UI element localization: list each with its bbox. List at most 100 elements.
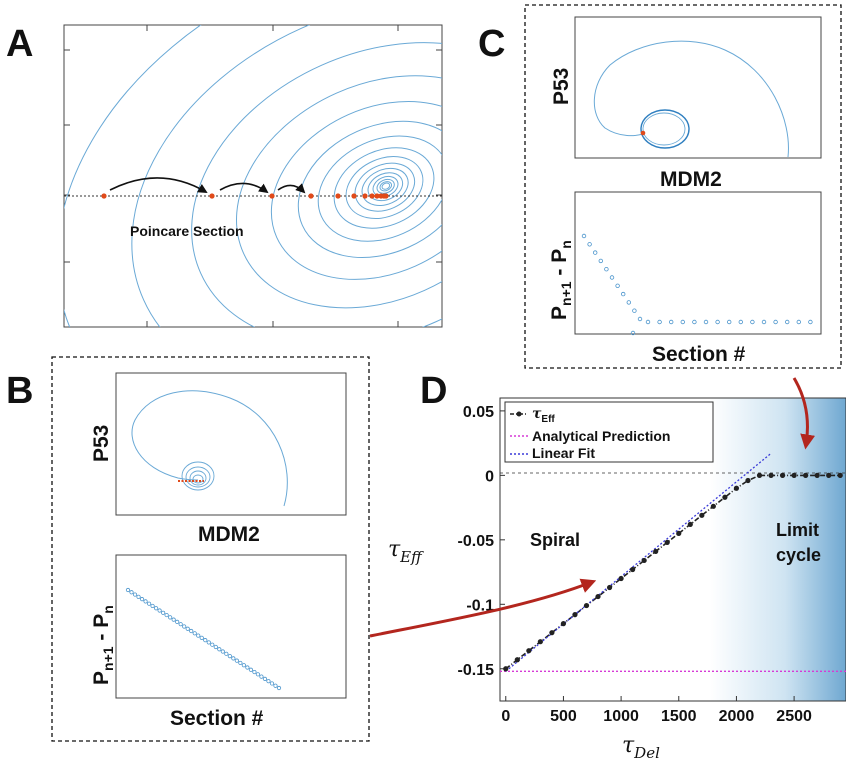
tau-eff-point xyxy=(803,472,809,478)
poincare-crossings xyxy=(101,193,389,199)
section-diff-point xyxy=(632,308,637,313)
panel-d-ylabel: τEff xyxy=(388,537,424,566)
x-tick-label: 0 xyxy=(501,708,510,725)
section-diff-point xyxy=(255,672,261,677)
section-diff-point xyxy=(615,283,620,288)
section-diff-point xyxy=(796,319,801,325)
panel-a-label: A xyxy=(6,23,33,65)
section-diff-point xyxy=(146,601,152,606)
poincare-section-label: Poincare Section xyxy=(130,223,244,239)
section-diff-point xyxy=(630,330,636,336)
panel-c: C P53 MDM2 Pn+1 - Pn Section # xyxy=(478,4,842,369)
panel-b-diff-ylabel: Pn+1 - Pn xyxy=(90,605,116,685)
crossing-point xyxy=(351,193,357,199)
tau-eff-point xyxy=(583,602,590,609)
crossing-point xyxy=(362,193,368,199)
section-diff-point xyxy=(182,624,187,629)
y-tick-label: -0.05 xyxy=(458,533,495,550)
panel-c-diff-axes xyxy=(574,191,822,335)
section-diff-point xyxy=(262,676,268,681)
section-diff-point xyxy=(715,319,720,325)
tau-eff-point xyxy=(514,657,520,663)
trajectory-loop xyxy=(345,156,424,219)
section-diff-point xyxy=(234,658,239,663)
section-diff-point xyxy=(199,635,204,640)
tau-eff-point xyxy=(837,472,843,478)
panel-d-series xyxy=(500,452,846,672)
panel-a-axes xyxy=(63,24,443,328)
crossing-point xyxy=(383,193,389,199)
trajectory-loop xyxy=(297,120,442,258)
connector-arrows xyxy=(369,377,816,638)
trajectory-loop xyxy=(131,25,442,327)
section-diff-point xyxy=(175,619,180,625)
crossing-point xyxy=(209,193,215,199)
tau-eff-point xyxy=(664,539,670,546)
trajectory-loop xyxy=(236,75,442,309)
tau-eff-point xyxy=(595,593,601,600)
section-diff-point xyxy=(196,633,201,638)
legend-marker-tau-eff xyxy=(516,411,522,417)
tau-eff-point xyxy=(710,503,716,509)
panel-b-phase-trajectory xyxy=(131,390,288,507)
tau-eff-point xyxy=(779,472,786,478)
section-diff-point xyxy=(213,644,218,650)
legend-box xyxy=(504,401,714,463)
section-diff-point xyxy=(581,233,587,239)
tau-eff-point xyxy=(537,639,543,645)
y-tick-label: -0.15 xyxy=(458,662,495,679)
trajectory-loop xyxy=(270,100,442,280)
series-line-linear-fit xyxy=(505,452,772,672)
section-diff-point xyxy=(206,640,211,645)
tau-eff-point xyxy=(526,648,532,654)
panel-b-diff-axes xyxy=(115,554,347,699)
panel-c-label: C xyxy=(478,23,505,65)
trajectory-loop xyxy=(333,147,435,229)
tau-eff-point xyxy=(733,485,740,491)
section-diff-point xyxy=(761,319,767,325)
region-spiral-label: Spiral xyxy=(530,530,580,550)
section-diff-point xyxy=(185,626,190,631)
panel-b-diff-points xyxy=(125,587,282,691)
section-diff-point xyxy=(657,319,662,325)
arrow-b-to-spiral xyxy=(369,578,597,638)
panel-d-ticks: 0 500 1000 1500 2000 2500 0.05 0 -0.05 -0.1 -0.15 xyxy=(458,404,812,725)
crossing-point xyxy=(269,193,275,199)
panel-c-frame xyxy=(524,4,842,369)
tau-eff-point xyxy=(814,472,820,478)
tau-eff-point xyxy=(687,521,693,527)
section-diff-point xyxy=(245,665,250,670)
trajectory-loop xyxy=(379,181,393,192)
section-diff-point xyxy=(626,300,631,305)
section-diff-point xyxy=(598,258,603,264)
region-limit-label-line2: cycle xyxy=(776,545,821,565)
tau-eff-point xyxy=(549,630,555,636)
legend-label-linear-fit: Linear Fit xyxy=(532,445,595,461)
section-diff-point xyxy=(727,319,732,325)
section-diff-point xyxy=(171,617,176,622)
crossing-point xyxy=(101,193,107,199)
panel-b-diff-xlabel: Section # xyxy=(170,707,264,730)
tau-eff-point xyxy=(641,557,647,564)
section-diff-point xyxy=(238,660,243,666)
tau-eff-point xyxy=(503,666,509,672)
section-diff-point xyxy=(192,631,197,636)
tau-eff-point xyxy=(630,566,636,573)
section-diff-point xyxy=(164,612,169,618)
section-diff-point xyxy=(773,319,778,325)
tau-eff-point xyxy=(745,477,751,484)
section-diff-point xyxy=(139,597,145,602)
tau-eff-point xyxy=(768,472,774,478)
panel-c-phase-axes xyxy=(574,16,822,159)
section-diff-point xyxy=(259,674,264,679)
panel-c-diff-ylabel: Pn+1 - Pn xyxy=(548,240,574,320)
section-diff-point xyxy=(738,319,743,325)
legend-label-analytical: Analytical Prediction xyxy=(532,428,670,444)
section-diff-point xyxy=(785,319,790,325)
section-diff-point xyxy=(136,594,141,599)
tau-eff-point xyxy=(653,548,659,555)
section-diff-point xyxy=(269,681,275,686)
section-diff-point xyxy=(150,603,155,609)
panel-b-phase-xlabel: MDM2 xyxy=(198,523,260,546)
tau-eff-point xyxy=(791,472,797,478)
